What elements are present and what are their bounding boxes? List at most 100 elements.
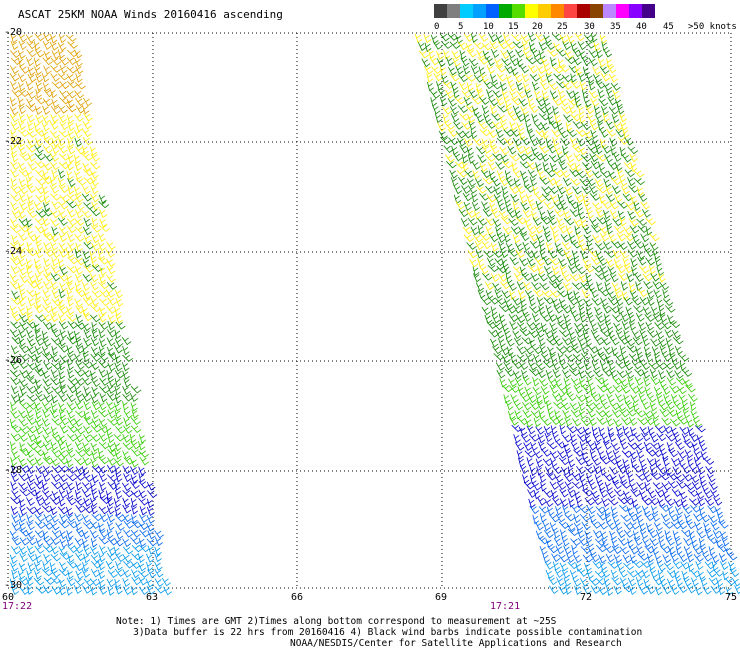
wind-barb <box>89 434 101 442</box>
legend-label: 40 <box>636 22 647 32</box>
wind-barb <box>529 474 537 485</box>
wind-barb <box>41 73 50 83</box>
wind-barb <box>441 41 453 49</box>
wind-barb <box>57 473 68 483</box>
wind-barb <box>106 258 116 268</box>
wind-barb <box>598 554 607 564</box>
wind-barb <box>607 561 619 569</box>
wind-barb <box>444 154 455 163</box>
wind-barb <box>91 290 103 299</box>
wind-barb <box>544 432 553 443</box>
wind-barb <box>58 402 67 412</box>
wind-barb <box>498 114 508 123</box>
wind-barb <box>576 465 586 475</box>
wind-barb <box>106 265 116 275</box>
wind-barb <box>479 192 490 201</box>
wind-barb <box>147 545 156 555</box>
wind-barb <box>107 352 119 361</box>
wind-barb <box>641 505 651 515</box>
wind-barb <box>130 537 141 545</box>
wind-barb <box>595 410 607 418</box>
wind-barb <box>653 386 663 396</box>
wind-barb <box>559 562 569 572</box>
wind-barb <box>500 248 509 259</box>
wind-barb <box>75 178 87 186</box>
wind-barb <box>508 313 519 323</box>
wind-barb <box>594 306 603 316</box>
wind-barb <box>527 265 539 273</box>
wind-barb <box>123 561 134 569</box>
wind-barb <box>33 385 43 395</box>
wind-barb <box>655 425 666 434</box>
wind-barb <box>528 42 536 52</box>
wind-barb <box>9 106 19 116</box>
wind-barb <box>432 41 443 50</box>
wind-barb <box>570 178 581 186</box>
wind-barb <box>566 194 574 204</box>
wind-barb <box>615 458 623 469</box>
wind-barb <box>82 281 90 292</box>
wind-barb <box>107 537 118 546</box>
wind-barb <box>18 306 27 316</box>
wind-barb <box>563 209 571 220</box>
wind-barb <box>543 529 554 539</box>
wind-barb <box>520 306 529 316</box>
wind-barb <box>130 417 141 425</box>
wind-barb <box>521 41 530 51</box>
wind-barb <box>632 530 641 540</box>
wind-barb <box>570 441 580 451</box>
wind-barb <box>493 194 503 203</box>
wind-barb <box>499 378 507 388</box>
wind-barb <box>66 66 78 74</box>
wind-barb <box>498 241 506 251</box>
wind-barb <box>612 218 623 227</box>
wind-barb <box>652 417 660 427</box>
wind-barb <box>600 105 609 116</box>
wind-barb <box>592 234 602 244</box>
wind-barb <box>10 473 20 483</box>
wind-barb <box>527 97 535 107</box>
wind-barb <box>540 386 550 395</box>
wind-barb <box>593 105 601 116</box>
wind-barb <box>466 178 476 187</box>
wind-barb <box>66 218 77 227</box>
wind-barb <box>18 578 30 586</box>
wind-barb <box>633 433 644 442</box>
wind-barb <box>726 552 738 561</box>
wind-barb <box>586 242 594 252</box>
wind-barb <box>146 514 155 524</box>
wind-barb <box>57 105 68 114</box>
wind-barb <box>35 241 44 252</box>
wind-barb <box>515 217 527 225</box>
wind-barb <box>605 553 615 563</box>
wind-barb <box>586 473 594 484</box>
wind-barb <box>697 570 706 581</box>
wind-barb <box>524 290 535 299</box>
wind-barb <box>98 409 109 418</box>
wind-barb <box>530 410 541 419</box>
wind-barb <box>501 354 511 364</box>
wind-barb <box>34 234 42 244</box>
wind-barb <box>645 449 657 457</box>
wind-barb <box>565 385 572 396</box>
wind-barb <box>641 465 649 476</box>
wind-barb <box>66 98 75 108</box>
wind-barb <box>591 361 600 371</box>
wind-barb <box>66 481 75 491</box>
wind-barb <box>50 402 58 413</box>
wind-barb <box>107 384 116 394</box>
wind-barb <box>590 256 601 266</box>
wind-barb <box>536 466 543 476</box>
wind-barb <box>146 522 155 532</box>
wind-barb <box>90 337 100 347</box>
wind-barb <box>566 90 576 99</box>
wind-barb <box>715 577 724 588</box>
wind-barb <box>717 544 728 553</box>
wind-barb <box>519 161 531 169</box>
wind-barb <box>481 138 490 148</box>
wind-barb <box>630 458 638 468</box>
wind-barb <box>545 369 554 380</box>
wind-barb <box>624 401 635 410</box>
wind-barb <box>637 553 649 561</box>
lon-label-66: 66 <box>291 592 304 603</box>
